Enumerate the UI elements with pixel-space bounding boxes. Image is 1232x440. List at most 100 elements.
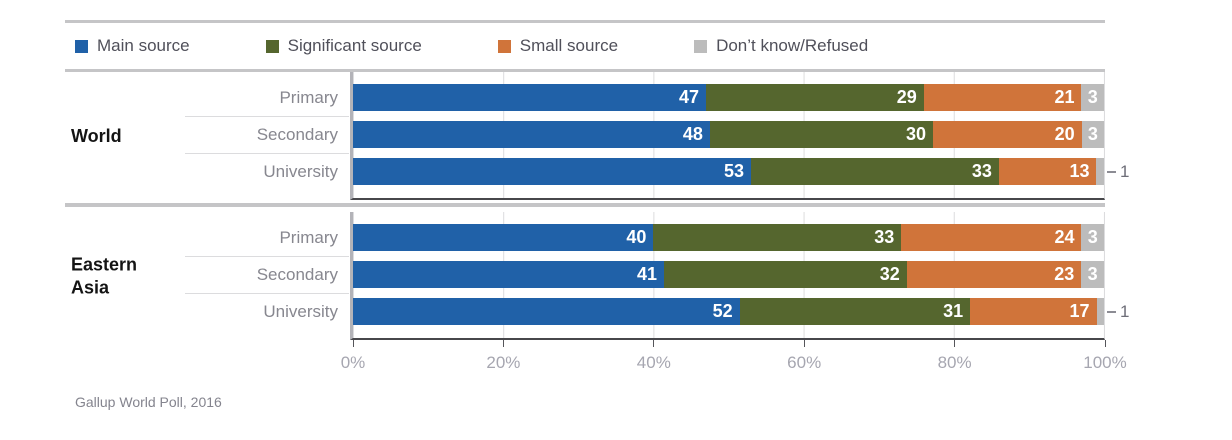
bar-segment-3: 21 <box>923 84 1082 111</box>
row-labels: Primary Secondary University <box>65 212 350 338</box>
value-label: 3 <box>1087 227 1098 247</box>
bar-segment-2: 30 <box>709 121 933 148</box>
axis-tick-mark <box>653 340 655 347</box>
row-label: Secondary <box>65 121 350 154</box>
axis-tick-area: 0% 20% 40% 60% 80% 100% <box>341 340 1127 384</box>
bar-segment-1: 41 <box>353 261 665 288</box>
bar-segment-2: 33 <box>751 158 999 185</box>
plot-groups: World Primary Secondary University 47 29 21 3 48… <box>65 72 1129 340</box>
value-label: 52 <box>712 301 733 321</box>
outside-value-label: 1 <box>1104 158 1129 185</box>
legend-item-label: Don’t know/Refused <box>716 36 869 55</box>
axis-tick-mark <box>1104 340 1106 347</box>
value-label: 23 <box>1054 264 1075 284</box>
value-label: 29 <box>896 87 917 107</box>
stacked-bar: 53 33 13 1 <box>353 158 1129 185</box>
bar-segment-1: 47 <box>353 84 706 111</box>
legend-item: Small source <box>497 36 619 56</box>
bar-segment-1: 40 <box>353 224 654 251</box>
value-label: 33 <box>971 161 992 181</box>
value-label: 13 <box>1069 161 1090 181</box>
leader-line <box>1107 310 1116 313</box>
bar-segment-3: 13 <box>998 158 1097 185</box>
value-label: 3 <box>1087 87 1098 107</box>
bar-segment-4 <box>1096 158 1104 185</box>
value-label: 30 <box>905 124 926 144</box>
group-labels-column: Eastern Asia Primary Secondary University <box>65 212 350 340</box>
legend-item-label: Main source <box>97 36 190 55</box>
swatch-gray-icon <box>694 39 708 53</box>
bar-segment-3: 17 <box>970 298 1097 325</box>
legend-item-label: Small source <box>519 36 619 55</box>
bar-segment-3: 24 <box>901 224 1082 251</box>
axis-tick-mark <box>803 340 805 347</box>
bar-segment-2: 31 <box>739 298 971 325</box>
value-label: 20 <box>1054 124 1075 144</box>
bar-segment-1: 48 <box>353 121 710 148</box>
axis-tick-label: 20% <box>486 353 521 372</box>
axis-tick-mark <box>352 340 354 347</box>
value-label: 33 <box>874 227 895 247</box>
row-label: Primary <box>65 224 350 257</box>
value-label: 17 <box>1069 301 1090 321</box>
top-rule <box>65 20 1105 23</box>
stacked-bar: 52 31 17 1 <box>353 298 1129 325</box>
legend: Main source Significant source Small sourc… <box>65 23 1105 69</box>
value-label: 1 <box>1120 161 1130 181</box>
value-label: 32 <box>879 264 900 284</box>
value-label: 41 <box>636 264 658 284</box>
legend-item: Main source <box>75 36 190 56</box>
bar-segment-4: 3 <box>1081 261 1104 288</box>
axis-tick-mark <box>954 340 956 347</box>
bar-segment-4: 3 <box>1081 121 1104 148</box>
axis-tick-label: 100% <box>1083 353 1127 372</box>
group-eastern-asia: Eastern Asia Primary Secondary University 40… <box>65 212 1129 340</box>
stacked-bar: 41 32 23 3 <box>353 261 1104 288</box>
row-labels: Primary Secondary University <box>65 72 350 198</box>
value-label: 3 <box>1087 264 1098 284</box>
leader-line <box>1107 170 1116 173</box>
value-label: 53 <box>724 161 745 181</box>
swatch-blue-icon <box>75 39 88 53</box>
value-label: 3 <box>1087 124 1098 144</box>
group-label: Eastern Asia <box>71 254 138 298</box>
source-note: Gallup World Poll, 2016 <box>75 394 222 410</box>
row-label: University <box>263 302 338 321</box>
group-labels-column: World Primary Secondary University <box>65 72 350 200</box>
x-axis: 0% 20% 40% 60% 80% 100% <box>65 340 1127 384</box>
axis-tick-label: 0% <box>340 353 366 372</box>
outside-value-label: 1 <box>1104 298 1129 325</box>
group-label: World <box>71 125 122 146</box>
bar-segment-4: 3 <box>1081 84 1104 111</box>
value-label: 48 <box>682 124 703 144</box>
legend-bottom-rule <box>65 69 1105 72</box>
swatch-olive-icon <box>265 39 279 53</box>
group-separator-rule <box>65 203 1105 207</box>
value-label: 31 <box>943 301 964 321</box>
value-label: 40 <box>626 227 647 247</box>
stacked-bar: 47 29 21 3 <box>353 84 1104 111</box>
bar-segment-1: 52 <box>353 298 740 325</box>
swatch-orange-icon <box>497 39 511 53</box>
bar-segment-4 <box>1096 298 1104 325</box>
bar-segment-3: 20 <box>932 121 1082 148</box>
bar-segment-2: 32 <box>664 261 907 288</box>
row-label: Secondary <box>65 261 350 294</box>
group-world: World Primary Secondary University 47 29 21 3 48… <box>65 72 1129 200</box>
legend-item-label: Significant source <box>287 36 422 55</box>
bar-segment-3: 23 <box>906 261 1082 288</box>
axis-tick-mark <box>502 340 504 347</box>
stacked-bar-chart: Main source Significant source Small sourc… <box>65 20 1129 410</box>
plot-area: 47 29 21 3 48 30 20 3 53 33 13 1 <box>350 72 1129 200</box>
plot-area: 40 33 24 3 41 32 23 3 52 31 17 1 <box>350 212 1129 340</box>
legend-item: Significant source <box>265 36 422 56</box>
value-label: 21 <box>1054 87 1075 107</box>
value-label: 47 <box>678 87 699 107</box>
bar-segment-2: 33 <box>653 224 902 251</box>
stacked-bar: 48 30 20 3 <box>353 121 1104 148</box>
axis-tick-label: 80% <box>937 353 972 372</box>
row-label: Primary <box>65 84 350 117</box>
axis-tick-label: 40% <box>636 353 671 372</box>
row-label: University <box>263 162 338 181</box>
stacked-bar: 40 33 24 3 <box>353 224 1104 251</box>
